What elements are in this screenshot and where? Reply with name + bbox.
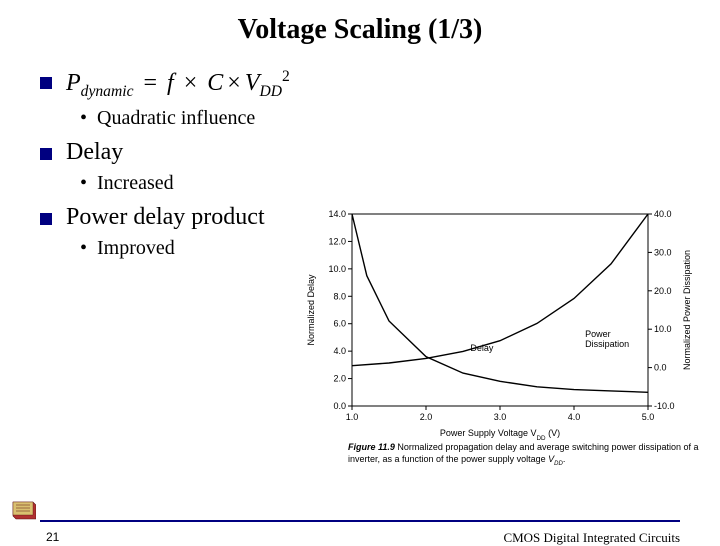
square-bullet-icon <box>40 148 52 160</box>
svg-text:12.0: 12.0 <box>328 236 346 246</box>
bullet-pdp-text: Power delay product <box>66 204 265 231</box>
svg-text:Power Supply Voltage VDD (V): Power Supply Voltage VDD (V) <box>440 428 560 442</box>
formula-DD: DD <box>260 83 283 100</box>
square-bullet-icon <box>40 213 52 225</box>
formula-eq: = <box>134 70 168 96</box>
bullet-delay: Delay <box>40 139 680 166</box>
subbullet-quadratic-text: Quadratic influence <box>97 105 255 131</box>
svg-text:Normalized Delay: Normalized Delay <box>306 274 316 346</box>
dot-bullet-icon: • <box>80 105 87 131</box>
svg-text:Power: Power <box>585 329 611 339</box>
svg-text:Figure 11.9 Normalized propa: Figure 11.9 Normalized propagation delay… <box>348 442 700 452</box>
figure-11-9-chart: 1.0 2.0 3.0 4.0 5.0 Power Supply Voltage VDD … <box>300 206 700 474</box>
bullet-delay-text: Delay <box>66 139 123 166</box>
formula-C: C <box>207 70 223 96</box>
svg-text:6.0: 6.0 <box>333 319 346 329</box>
svg-text:4.0: 4.0 <box>568 412 581 422</box>
footer-rule <box>40 520 680 522</box>
course-name: CMOS Digital Integrated Circuits <box>503 530 680 546</box>
formula-times2: × <box>223 70 245 96</box>
svg-text:inverter, as a function of the: inverter, as a function of the power sup… <box>348 454 565 467</box>
svg-text:2.0: 2.0 <box>420 412 433 422</box>
svg-text:3.0: 3.0 <box>494 412 507 422</box>
svg-text:14.0: 14.0 <box>328 209 346 219</box>
svg-text:1.0: 1.0 <box>346 412 359 422</box>
formula-times1: × <box>174 70 208 96</box>
svg-text:2.0: 2.0 <box>333 374 346 384</box>
svg-text:0.0: 0.0 <box>333 401 346 411</box>
svg-text:Dissipation: Dissipation <box>585 339 629 349</box>
formula-P: P <box>66 70 81 96</box>
subbullet-improved-text: Improved <box>97 235 175 261</box>
dot-bullet-icon: • <box>80 235 87 261</box>
formula-sq: 2 <box>282 68 290 85</box>
page-number: 21 <box>46 530 59 544</box>
subbullet-increased: • Increased <box>80 170 680 196</box>
svg-text:8.0: 8.0 <box>333 291 346 301</box>
slide-title: Voltage Scaling (1/3) <box>0 0 720 46</box>
svg-text:40.0: 40.0 <box>654 209 672 219</box>
svg-text:30.0: 30.0 <box>654 247 672 257</box>
square-bullet-icon <box>40 77 52 89</box>
svg-text:0.0: 0.0 <box>654 363 667 373</box>
svg-text:Normalized Power Dissipation: Normalized Power Dissipation <box>682 250 692 370</box>
chart-svg: 1.0 2.0 3.0 4.0 5.0 Power Supply Voltage VDD … <box>300 206 700 474</box>
dot-bullet-icon: • <box>80 170 87 196</box>
svg-text:20.0: 20.0 <box>654 286 672 296</box>
svg-text:4.0: 4.0 <box>333 346 346 356</box>
bullet-pdynamic: Pdynamic = f × C×VDD2 <box>40 68 680 101</box>
svg-text:-10.0: -10.0 <box>654 401 675 411</box>
formula-f: f <box>167 70 174 96</box>
svg-text:10.0: 10.0 <box>328 264 346 274</box>
book-logo-icon <box>10 500 36 522</box>
svg-text:5.0: 5.0 <box>642 412 655 422</box>
slide: Voltage Scaling (1/3) Pdynamic = f × C×V… <box>0 0 720 540</box>
svg-text:10.0: 10.0 <box>654 324 672 334</box>
formula-V: V <box>245 70 260 96</box>
formula-dynamic: dynamic <box>81 83 134 100</box>
subbullet-increased-text: Increased <box>97 170 174 196</box>
pdynamic-formula: Pdynamic = f × C×VDD2 <box>66 68 290 101</box>
subbullet-quadratic: • Quadratic influence <box>80 105 680 131</box>
